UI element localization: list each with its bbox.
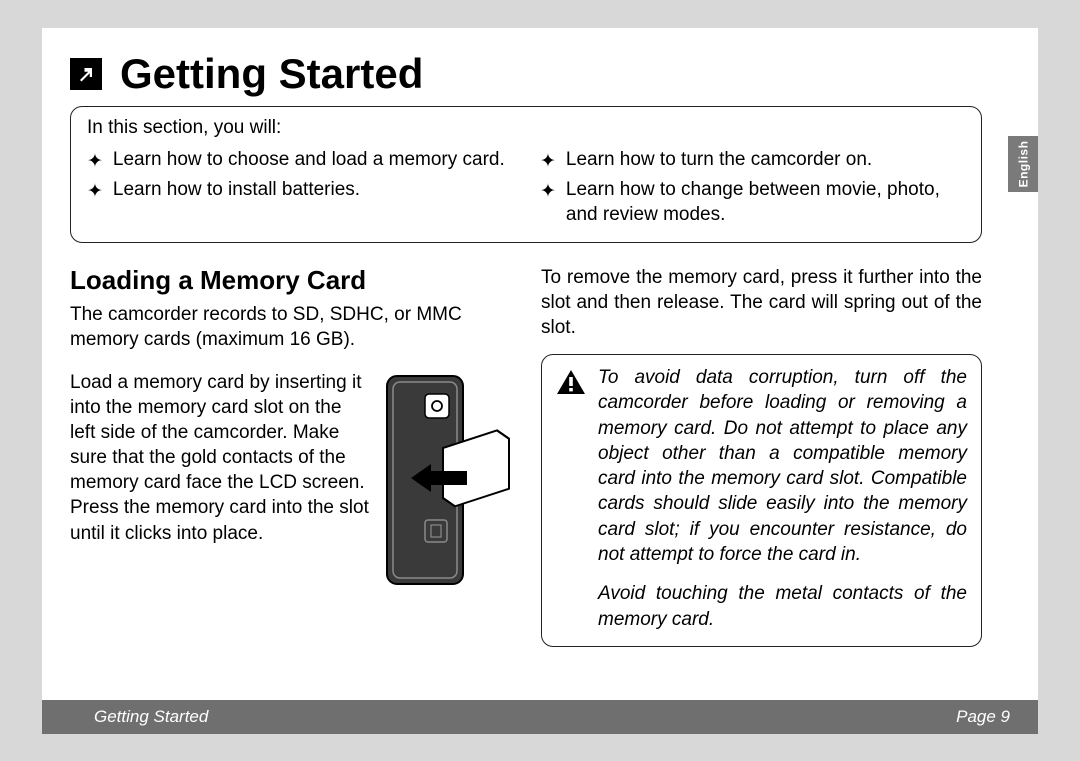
title-row: Getting Started (70, 50, 982, 98)
bullet-text: Learn how to install batteries. (113, 177, 360, 205)
bullet-text: Learn how to turn the camcorder on. (566, 147, 872, 175)
language-tab: English (1008, 136, 1038, 192)
section-col-left: ✦ Learn how to choose and load a memory … (87, 145, 512, 228)
body-paragraph: The camcorder records to SD, SDHC, or MM… (70, 302, 511, 352)
subsection-heading: Loading a Memory Card (70, 265, 511, 296)
content-area: Getting Started In this section, you wil… (70, 50, 982, 647)
right-column: To remove the memory card, press it furt… (541, 265, 982, 647)
body-paragraph: To remove the memory card, press it furt… (541, 265, 982, 340)
section-col-right: ✦ Learn how to turn the camcorder on. ✦ … (540, 145, 965, 228)
bullet-item: ✦ Learn how to install batteries. (87, 177, 512, 205)
section-columns: ✦ Learn how to choose and load a memory … (87, 145, 965, 228)
bullet-text: Learn how to choose and load a memory ca… (113, 147, 505, 175)
warning-paragraph: Avoid touching the metal contacts of the… (598, 581, 967, 632)
section-arrow-icon (70, 58, 102, 90)
diamond-bullet-icon: ✦ (540, 179, 556, 228)
diamond-bullet-icon: ✦ (87, 149, 103, 175)
diamond-bullet-icon: ✦ (87, 179, 103, 205)
bullet-text: Learn how to change between movie, photo… (566, 177, 965, 228)
page-footer: Getting Started Page 9 (42, 700, 1038, 734)
diamond-bullet-icon: ✦ (540, 149, 556, 175)
page-outer: English Getting Started In this section,… (0, 0, 1080, 761)
bullet-item: ✦ Learn how to change between movie, pho… (540, 177, 965, 228)
bullet-item: ✦ Learn how to turn the camcorder on. (540, 147, 965, 175)
warning-box: To avoid data corruption, turn off the c… (541, 354, 982, 647)
warning-paragraph: To avoid data corruption, turn off the c… (598, 365, 967, 567)
left-column: Loading a Memory Card The camcorder reco… (70, 265, 511, 647)
section-overview-box: In this section, you will: ✦ Learn how t… (70, 106, 982, 243)
footer-page-number: Page 9 (956, 707, 1010, 727)
language-tab-label: English (1016, 141, 1030, 188)
body-two-columns: Loading a Memory Card The camcorder reco… (70, 265, 982, 647)
bullet-item: ✦ Learn how to choose and load a memory … (87, 147, 512, 175)
manual-page: English Getting Started In this section,… (42, 28, 1038, 734)
footer-section-name: Getting Started (94, 707, 208, 727)
page-title: Getting Started (120, 50, 423, 98)
warning-text: To avoid data corruption, turn off the c… (598, 365, 967, 632)
camcorder-sd-insert-illustration (381, 370, 511, 595)
load-card-row: Load a memory card by inserting it into … (70, 370, 511, 546)
warning-triangle-icon (556, 369, 586, 632)
section-intro: In this section, you will: (87, 117, 965, 139)
